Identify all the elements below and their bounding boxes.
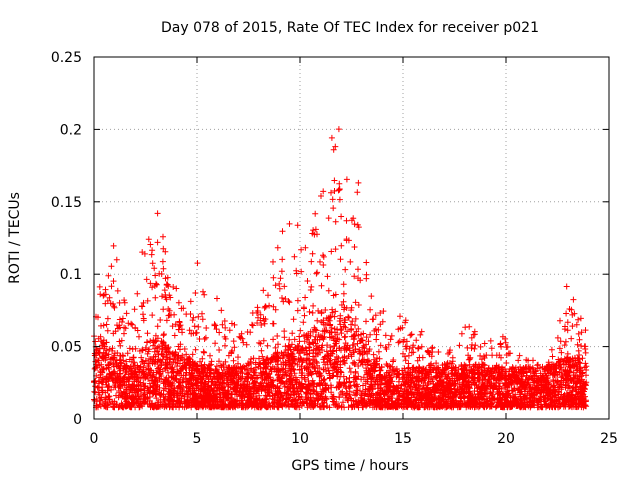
x-axis-title: GPS time / hours xyxy=(291,458,408,474)
x-tick-label: 0 xyxy=(90,431,99,447)
x-tick-label: 25 xyxy=(600,431,618,447)
roti-plus-markers xyxy=(91,126,590,411)
x-tick-label: 20 xyxy=(497,431,515,447)
grid-lines xyxy=(94,57,609,419)
axis-ticks: 0 5 10 15 20 25 0 0.05 0.1 0.15 0.2 0.25 xyxy=(51,50,618,447)
y-tick-label: 0.15 xyxy=(51,195,82,211)
x-tick-label: 5 xyxy=(193,431,202,447)
y-tick-label: 0.25 xyxy=(51,50,82,66)
x-tick-label: 15 xyxy=(394,431,412,447)
y-tick-label: 0 xyxy=(73,412,82,428)
chart-title: Day 078 of 2015, Rate Of TEC Index for r… xyxy=(161,20,539,36)
plot-frame xyxy=(93,56,610,420)
y-tick-label: 0.05 xyxy=(51,340,82,356)
x-tick-label: 10 xyxy=(291,431,309,447)
y-axis-title: ROTI / TECUs xyxy=(7,192,23,284)
y-tick-label: 0.1 xyxy=(60,267,82,283)
y-tick-label: 0.2 xyxy=(60,122,82,138)
data-points xyxy=(91,126,590,411)
